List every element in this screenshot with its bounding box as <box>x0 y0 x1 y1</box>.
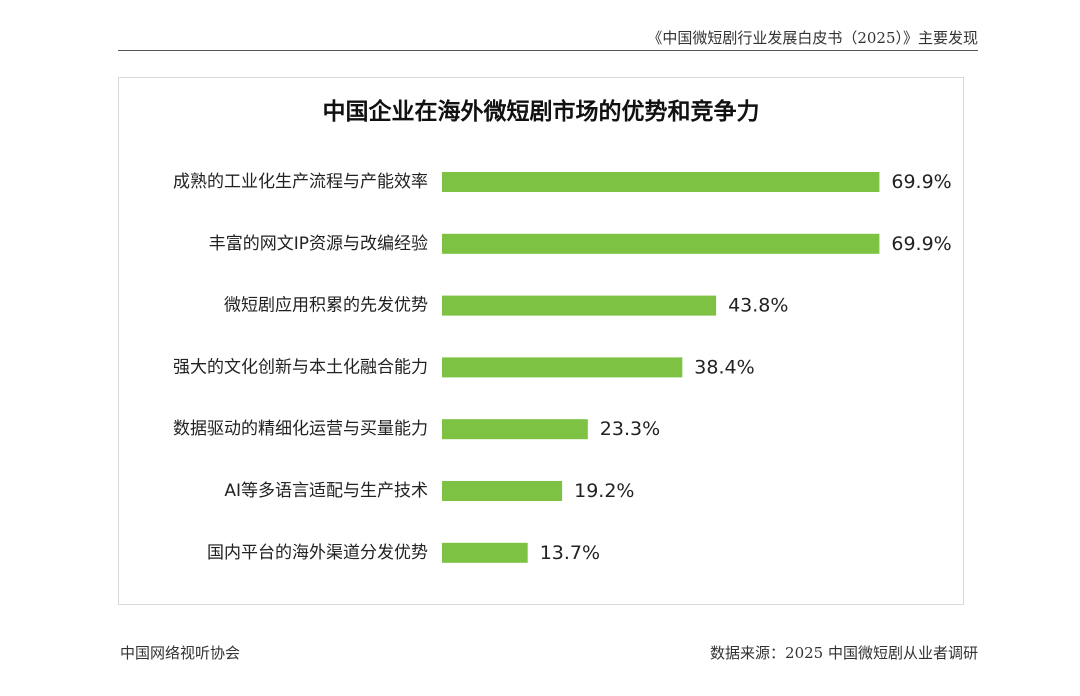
footer-organization: 中国网络视听协会 <box>120 644 241 662</box>
bar <box>442 542 528 563</box>
chart-title: 中国企业在海外微短剧市场的优势和竞争力 <box>322 99 760 125</box>
report-title: 《中国微短剧行业发展白皮书（2025）》主要发现 <box>647 29 978 47</box>
footer-source: 数据来源：2025 中国微短剧从业者调研 <box>710 644 978 662</box>
bar <box>442 481 563 501</box>
value-label: 69.9% <box>891 233 951 255</box>
category-label: AI等多语言适配与生产技术 <box>224 481 428 501</box>
value-label: 23.3% <box>600 418 660 440</box>
bar <box>442 233 880 254</box>
value-label: 43.8% <box>728 295 788 317</box>
category-label: 丰富的网文IP资源与改编经验 <box>209 234 428 254</box>
value-label: 69.9% <box>891 171 951 193</box>
value-label: 13.7% <box>540 542 600 564</box>
bar-chart: 成熟的工业化生产流程与产能效率 69.9% 丰富的网文IP资源与改编经验 69.9% 微… <box>173 171 952 564</box>
category-label: 成熟的工业化生产流程与产能效率 <box>173 171 428 192</box>
value-label: 38.4% <box>694 356 754 378</box>
category-label: 数据驱动的精细化运营与买量能力 <box>173 419 428 439</box>
category-label: 微短剧应用积累的先发优势 <box>224 296 428 316</box>
bar <box>442 172 880 192</box>
value-label: 19.2% <box>574 480 634 502</box>
header-divider <box>118 50 978 51</box>
bar <box>442 357 683 378</box>
category-label: 强大的文化创新与本土化融合能力 <box>173 357 428 377</box>
chart-panel: 中国企业在海外微短剧市场的优势和竞争力 成熟的工业化生产流程与产能效率 69.9%… <box>118 77 964 605</box>
category-label: 国内平台的海外渠道分发优势 <box>207 543 428 563</box>
bar <box>442 419 588 440</box>
bar <box>442 295 717 316</box>
